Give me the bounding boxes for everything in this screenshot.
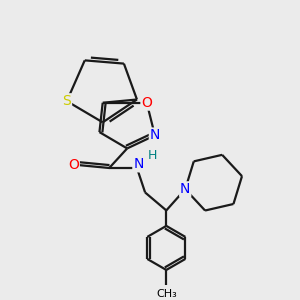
Text: O: O — [68, 158, 79, 172]
Text: S: S — [62, 94, 71, 108]
Text: H: H — [148, 149, 157, 162]
Text: O: O — [141, 96, 152, 110]
Text: N: N — [180, 182, 190, 196]
Text: N: N — [150, 128, 160, 142]
Text: N: N — [133, 158, 144, 172]
Text: CH₃: CH₃ — [156, 289, 177, 299]
